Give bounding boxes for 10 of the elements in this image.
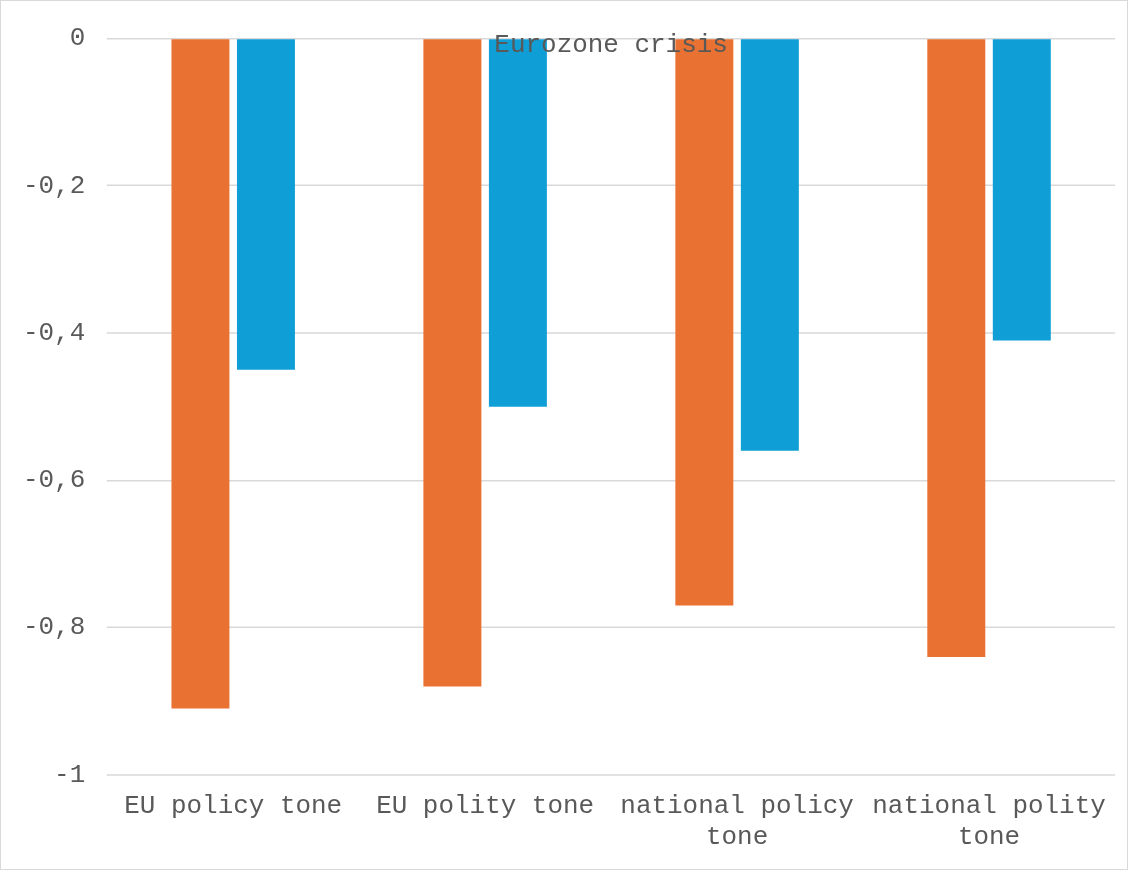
x-tick-label: EU polity tone [376, 791, 595, 822]
y-tick-label: -1 [54, 759, 86, 790]
x-tick-label: national polity tone [872, 791, 1106, 853]
y-tick-label: -0,8 [22, 612, 86, 643]
x-tick-label: national policy tone [620, 791, 854, 853]
x-tick-label: EU policy tone [124, 791, 343, 822]
y-tick-label: -0,2 [22, 170, 86, 201]
y-tick-label: 0 [69, 23, 86, 54]
y-tick-label: -0,6 [22, 465, 86, 496]
y-tick-label: -0,4 [22, 317, 86, 348]
